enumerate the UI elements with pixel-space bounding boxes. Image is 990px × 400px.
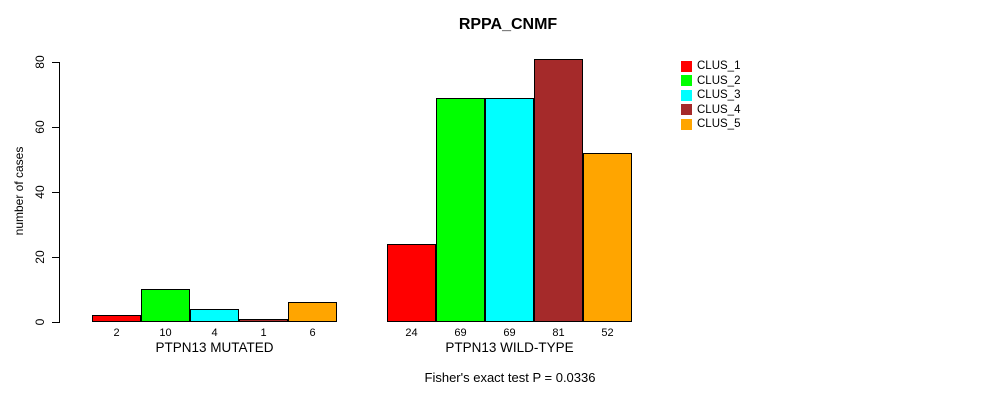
bar-value-label: 1 xyxy=(260,327,267,339)
legend-color-swatch xyxy=(681,89,692,101)
y-axis-tick-label: 40 xyxy=(33,185,47,199)
legend-item-label: CLUS_1 xyxy=(697,60,741,72)
legend-item-clus_4: CLUS_4 xyxy=(681,103,740,117)
y-axis-tick-label: 20 xyxy=(33,250,47,264)
legend-color-swatch xyxy=(681,60,692,72)
legend-color-swatch xyxy=(681,75,692,86)
legend-item-label: CLUS_2 xyxy=(697,74,741,87)
bar-clus_2-wild-type xyxy=(436,98,485,322)
legend-item-label: CLUS_4 xyxy=(697,103,741,116)
legend-item-clus_1: CLUS_1 xyxy=(681,59,740,73)
bar-clus_4-wild-type xyxy=(534,59,583,322)
fisher-test-caption: Fisher's exact test P = 0.0336 xyxy=(424,370,596,385)
y-axis-tick xyxy=(52,192,59,193)
bar-clus_1-wild-type xyxy=(387,244,436,322)
bar-value-label: 10 xyxy=(159,327,172,339)
bar-value-label: 24 xyxy=(405,327,418,339)
x-axis-group-label: PTPN13 WILD-TYPE xyxy=(445,340,574,355)
bar-value-label: 4 xyxy=(211,327,218,339)
y-axis-label: number of cases xyxy=(12,146,26,236)
y-axis-tick-label: 60 xyxy=(33,120,47,134)
bar-clus_4-mutated xyxy=(239,319,288,322)
legend-item-label: CLUS_5 xyxy=(697,118,741,130)
y-axis-line xyxy=(59,62,60,323)
y-axis-tick-label: 0 xyxy=(33,318,47,326)
bar-clus_3-wild-type xyxy=(485,98,534,322)
legend: CLUS_1 CLUS_2 CLUS_3 CLUS_4 CLUS_5 xyxy=(681,59,740,132)
x-axis-group-label: PTPN13 MUTATED xyxy=(155,340,274,355)
bar-clus_1-mutated xyxy=(92,315,141,322)
y-axis-tick xyxy=(52,127,59,128)
legend-item-clus_2: CLUS_2 xyxy=(681,74,740,88)
bar-clus_2-mutated xyxy=(141,289,190,322)
bar-clus_5-mutated xyxy=(288,302,337,322)
y-axis-tick-label: 80 xyxy=(33,55,47,69)
bar-clus_5-wild-type xyxy=(583,153,632,322)
legend-item-clus_3: CLUS_3 xyxy=(681,88,740,102)
legend-item-clus_5: CLUS_5 xyxy=(681,117,740,131)
legend-color-swatch xyxy=(681,104,692,115)
bar-value-label: 2 xyxy=(113,327,120,339)
y-axis-tick xyxy=(52,322,59,323)
bar-value-label: 69 xyxy=(454,327,467,339)
bar-value-label: 6 xyxy=(309,327,316,339)
y-axis-tick xyxy=(52,62,59,63)
bar-value-label: 81 xyxy=(552,327,565,339)
legend-item-label: CLUS_3 xyxy=(697,89,741,101)
bar-value-label: 52 xyxy=(601,327,614,339)
y-axis-tick xyxy=(52,257,59,258)
legend-color-swatch xyxy=(681,118,692,130)
bar-value-label: 69 xyxy=(503,327,516,339)
bar-clus_3-mutated xyxy=(190,309,239,322)
chart-title: RPPA_CNMF xyxy=(458,16,558,33)
